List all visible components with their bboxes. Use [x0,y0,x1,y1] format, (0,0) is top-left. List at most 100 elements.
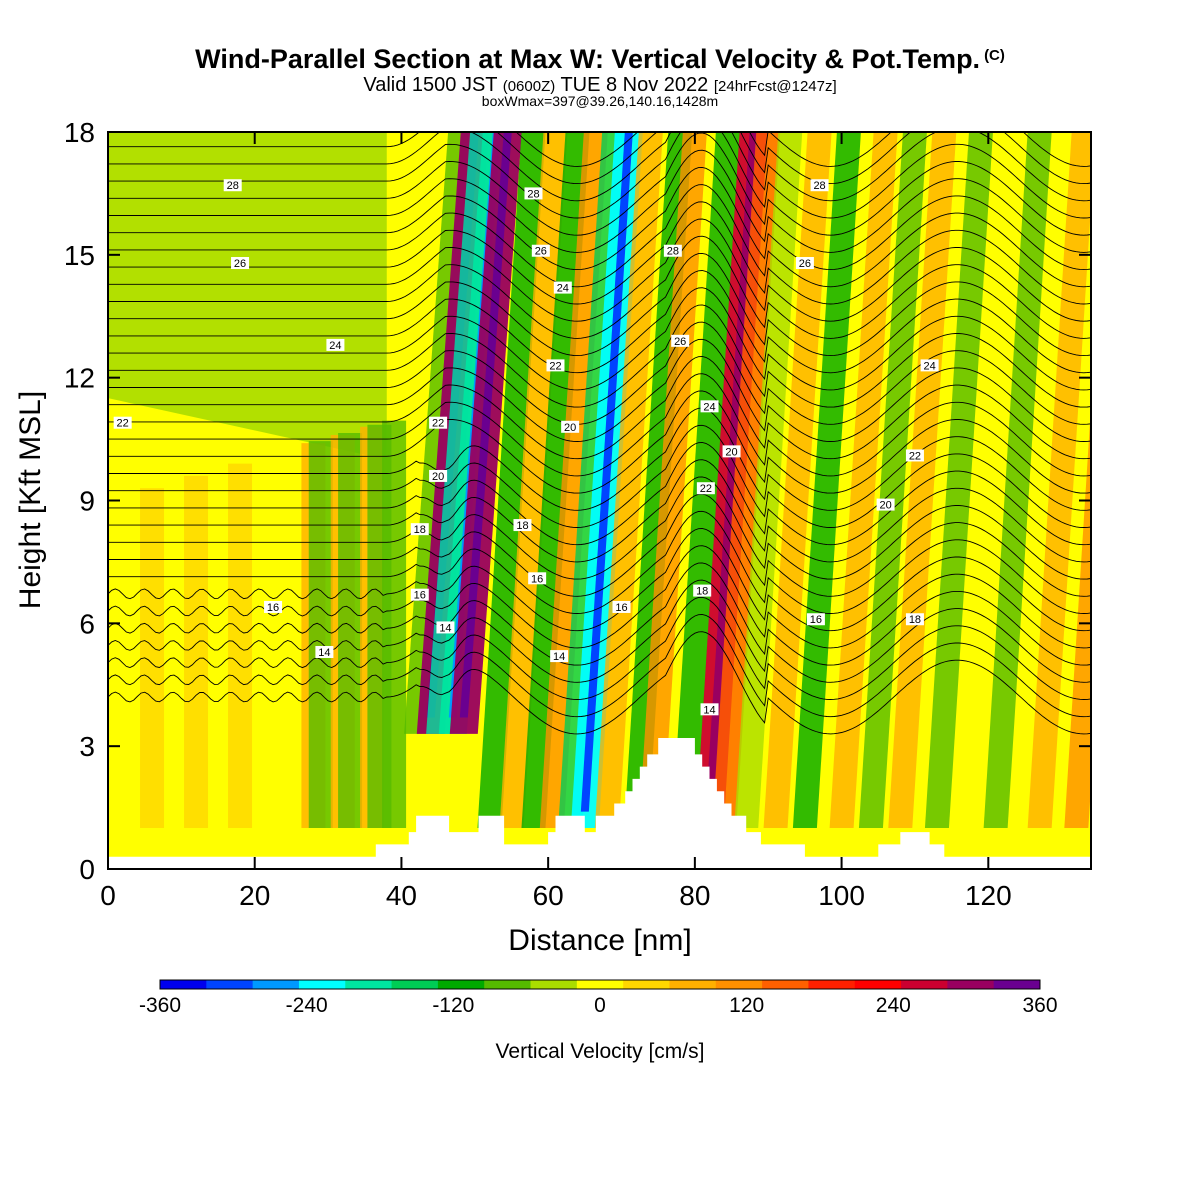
colorbar-swatch [901,980,948,989]
colorbar-tick-label: -360 [139,994,181,1017]
contour-label-bg [810,179,829,192]
contour-label-bg [905,613,924,626]
theta-contour [108,407,1091,511]
contour-label: 28 [223,179,242,192]
contour-label-text: 18 [696,586,708,598]
contour-label-text: 16 [531,573,543,585]
theta-contour [108,562,1091,666]
theta-contour [108,287,1091,391]
colorbar-swatch [206,980,254,989]
contour-label: 26 [795,257,814,270]
theta-contour [108,614,1091,718]
colorbar-swatch [623,980,670,989]
contour-label-text: 14 [439,622,451,634]
contour-label-bg [410,588,429,601]
subtitle-utc: (0600Z) [502,78,556,95]
theta-contour [108,184,1091,288]
contour-label-text: 24 [703,401,715,413]
contour-label-bg [795,257,814,270]
contour-label: 16 [528,572,547,585]
contour-label: 20 [561,420,580,434]
velocity-band [308,441,333,829]
contour-label: 26 [231,257,250,270]
contour-label: 16 [806,613,825,626]
contour-label-text: 22 [432,418,444,430]
theta-contour [108,132,1091,185]
velocity-band [829,132,898,829]
contour-label: 28 [663,244,682,258]
theta-contour [108,252,1091,357]
contour-label: 22 [113,416,132,430]
contour-label-bg [528,572,547,585]
colorbar-swatch [576,980,624,989]
contour-label-text: 14 [553,651,565,663]
x-axis: 0 20 40 60 80 100 120 [100,132,1012,911]
theta-contour [108,132,1091,236]
chart-subtitle: Valid 1500 JST (0600Z) TUE 8 Nov 2022 [2… [0,74,1200,97]
y-axis-label: Height [Kft MSL] [14,391,47,609]
contour-label-bg [806,613,825,626]
contour-label-text: 16 [267,602,279,614]
contour-label: 18 [693,584,712,598]
y-tick-label: 6 [79,608,95,639]
chart-title: Wind-Parallel Section at Max W: Vertical… [0,44,1200,75]
contour-label: 18 [513,519,532,532]
theta-contour [515,132,1091,167]
contour-label-bg [612,600,631,613]
contour-label-bg [436,621,455,634]
velocity-band [734,132,803,829]
colorbar-swatch [160,980,207,989]
contour-label-text: 22 [549,360,561,372]
contour-label-bg [663,244,682,257]
contour-label-bg [561,420,580,433]
contour-label-bg [696,482,715,495]
contour-label-text: 20 [725,446,737,458]
x-tick-label: 120 [965,880,1012,911]
contour-label-bg [429,416,448,429]
contour-label-text: 22 [909,450,921,462]
velocity-band [184,475,209,829]
colorbar-swatch [484,980,532,989]
contour-label-bg [524,187,543,200]
theta-contour [108,373,1091,477]
colorbar-swatch [391,980,439,989]
contour-label-bg [315,645,334,658]
contour-label-bg [693,584,712,597]
contour-labels: 28 26 24 22 22 20 18 16 14 16 14 28 26 24 22 20 18 16 14 16… [113,179,939,716]
theta-contour [108,510,1091,614]
contour-label: 16 [264,600,283,614]
contour-label-bg [546,359,565,372]
box-info: boxWmax=397@39.26,140.16,1428m [481,93,719,109]
theta-contour [108,201,1091,305]
colorbar-swatch [298,980,346,989]
colorbar-tick-label: 360 [1022,994,1057,1017]
velocity-band [477,132,546,829]
contour-label-bg [700,703,719,716]
contour-label-bg [700,400,719,413]
contour-label-text: 20 [432,471,444,483]
terrain [108,738,1091,869]
velocity-core [459,132,512,718]
contour-label: 20 [876,498,895,512]
contour-label: 20 [429,469,448,483]
colorbar-swatch [808,980,856,989]
y-tick-label: 15 [64,240,95,271]
contour-label-bg [326,338,345,351]
y-tick-label: 12 [64,363,95,394]
velocity-band [712,132,781,829]
contour-label-text: 20 [564,422,576,434]
velocity-band [638,132,707,829]
velocity-band [140,488,165,829]
contour-label-text: 28 [667,246,679,258]
contour-label: 28 [810,179,829,192]
contour-label-bg [264,600,283,613]
y-tick-label: 0 [79,854,95,885]
contour-label-bg [231,257,250,270]
contour-label: 24 [326,338,345,352]
contour-label: 22 [905,449,924,462]
theta-contour [108,476,1091,580]
contour-label-text: 24 [923,360,935,372]
contour-label-text: 26 [234,258,246,270]
contour-label-text: 18 [909,614,921,626]
theta-contour [108,390,1091,494]
